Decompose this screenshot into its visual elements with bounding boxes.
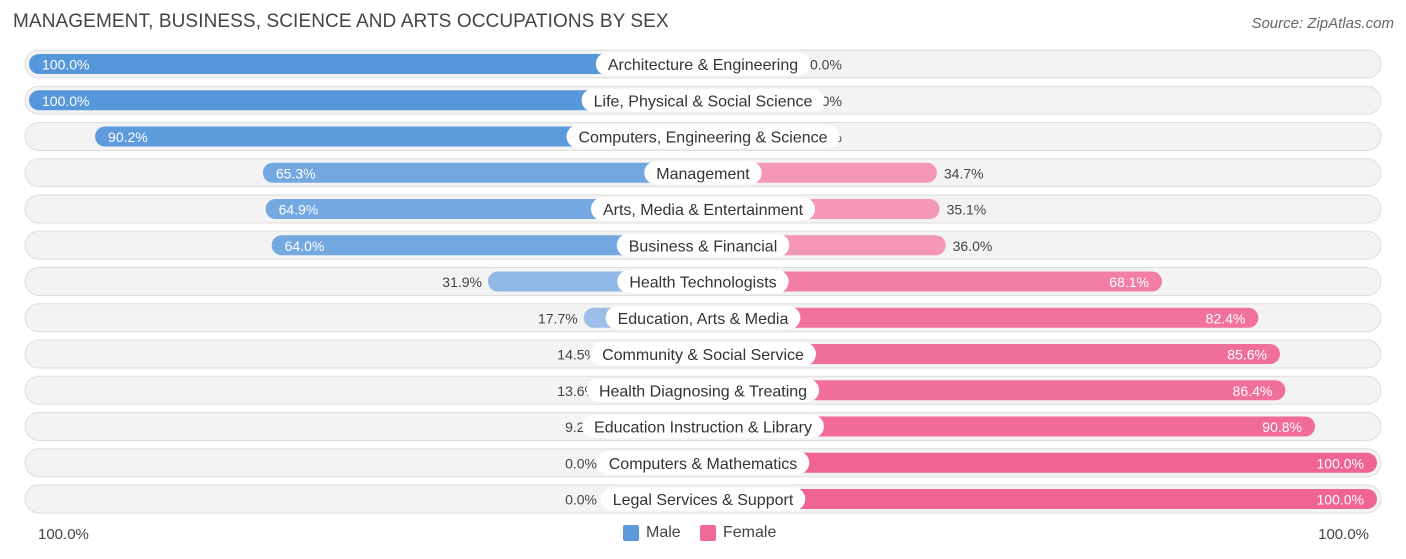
axis-label-right: 100.0% [1318,526,1369,543]
bar-male-life-physical-social-science [29,90,703,111]
category-pill-arts-media-entertainment [590,197,816,221]
category-pill-health-diagnosing-treating [586,378,820,402]
category-pill-computers-mathematics [596,451,810,475]
bar-female-health-technologists [703,271,1162,292]
legend-item-female: Female [700,524,776,542]
value-label-female-health-technologists: 68.1% [1109,274,1149,290]
value-label-female-management: 34.7% [944,165,984,181]
value-label-female-architecture-engineering: 0.0% [810,57,842,73]
category-pill-education-instruction-library [582,415,824,438]
value-label-female-legal-services-support: 100.0% [1317,492,1364,508]
bar-female-health-diagnosing-treating [703,380,1286,401]
legend-item-male: Male [623,524,681,542]
category-label-education-arts-media: Education, Arts & Media [618,311,789,328]
value-label-male-architecture-engineering: 100.0% [42,57,89,73]
category-label-health-technologists: Health Technologists [629,275,776,292]
chart-canvas: 100.0% 0.0% Architecture & Engineering 100.… [24,49,1382,514]
category-label-architecture-engineering: Architecture & Engineering [608,57,798,74]
value-label-male-health-technologists: 31.9% [442,274,482,290]
category-pill-health-technologists [617,270,789,293]
value-label-male-community-social-service: 14.5% [557,347,597,363]
category-label-computers-engineering-science: Computers, Engineering & Science [578,130,827,147]
category-pill-life-physical-social-science [581,88,825,112]
category-label-health-diagnosing-treating: Health Diagnosing & Treating [599,383,807,400]
category-pill-education-arts-media [605,306,801,330]
value-label-female-health-diagnosing-treating: 86.4% [1233,383,1273,399]
category-label-arts-media-entertainment: Arts, Media & Entertainment [603,202,804,219]
bar-female-education-instruction-library [703,416,1315,437]
value-label-male-life-physical-social-science: 100.0% [42,93,89,109]
category-pill-legal-services-support [600,487,806,511]
category-label-community-social-service: Community & Social Service [602,347,804,364]
category-pill-computers-engineering-science [566,125,840,148]
category-label-education-instruction-library: Education Instruction & Library [594,420,812,437]
bar-female-management [703,162,937,183]
legend-label-female: Female [723,524,777,541]
legend: Male Female [0,524,1406,546]
value-label-female-business-financial: 36.0% [953,238,993,254]
value-label-male-arts-media-entertainment: 64.9% [279,202,319,218]
value-label-male-education-arts-media: 17.7% [538,310,578,326]
value-label-female-education-arts-media: 82.4% [1206,310,1246,326]
bar-female-legal-services-support [703,489,1377,509]
value-label-female-education-instruction-library: 90.8% [1262,419,1302,435]
category-pill-community-social-service [590,342,816,366]
category-pill-management [644,161,762,185]
category-pill-business-financial [616,233,790,257]
value-label-male-computers-engineering-science: 90.2% [108,129,148,145]
axis-label-left: 100.0% [38,526,89,543]
value-label-male-legal-services-support: 0.0% [565,492,597,508]
bar-male-computers-engineering-science [95,126,703,147]
value-label-male-management: 65.3% [276,165,316,181]
bar-male-business-financial [271,235,703,256]
value-label-female-community-social-service: 85.6% [1227,347,1267,363]
value-label-male-business-financial: 64.0% [285,238,325,254]
category-label-life-physical-social-science: Life, Physical & Social Science [594,93,813,110]
bar-female-community-social-service [703,344,1280,364]
bar-female-education-arts-media [703,307,1259,328]
legend-swatch-female [700,525,716,541]
legend-label-male: Male [646,524,681,541]
chart-title: MANAGEMENT, BUSINESS, SCIENCE AND ARTS O… [13,11,669,32]
value-label-female-computers-mathematics: 100.0% [1317,455,1364,471]
category-label-computers-mathematics: Computers & Mathematics [609,456,798,473]
category-label-business-financial: Business & Financial [629,238,778,255]
value-label-male-health-diagnosing-treating: 13.6% [557,383,597,399]
value-label-male-computers-mathematics: 0.0% [565,455,597,471]
bar-male-architecture-engineering [29,54,703,74]
legend-swatch-male [623,525,639,541]
value-label-female-arts-media-entertainment: 35.1% [947,202,987,218]
category-label-legal-services-support: Legal Services & Support [613,492,794,509]
category-label-management: Management [656,166,750,183]
chart-source: Source: ZipAtlas.com [1251,15,1394,32]
bar-female-computers-mathematics [703,452,1377,473]
bar-male-management [262,162,703,183]
category-pill-architecture-engineering [595,52,811,76]
